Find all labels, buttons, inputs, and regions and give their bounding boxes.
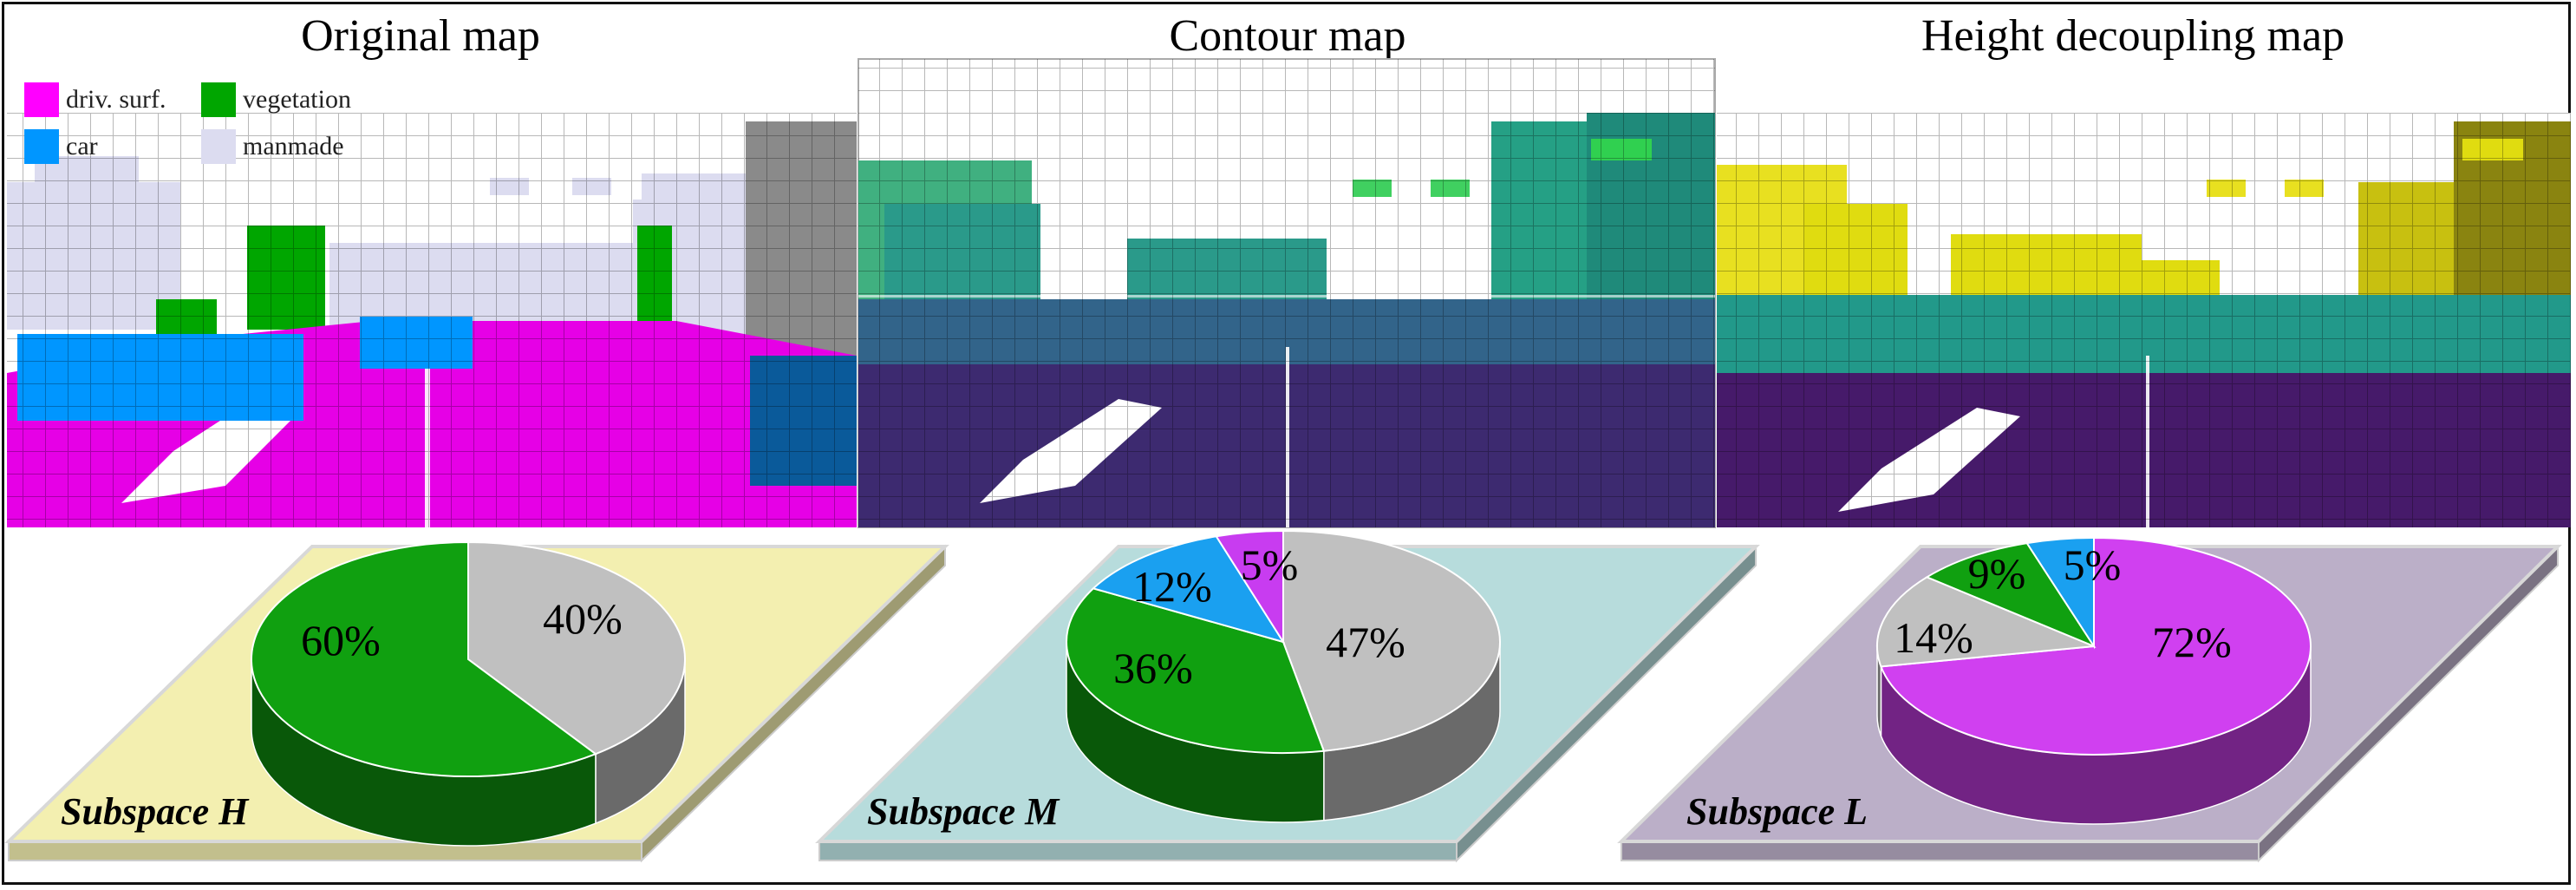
pie-slice-vegetation xyxy=(1066,587,1326,754)
pie-slice-driv--surf- xyxy=(1215,529,1284,645)
pie-label-car: 5% xyxy=(2064,540,2122,589)
pie-slice-vegetation xyxy=(251,540,597,777)
subspace-2-group: 72% 14% 9% 5% Subspace L xyxy=(1617,536,2562,863)
panel-title-original: Original map xyxy=(301,11,540,61)
pie-label-manmade: 14% xyxy=(1894,613,1973,662)
subspace-label: Subspace M xyxy=(867,790,1060,833)
pie-label-vegetation: 60% xyxy=(301,616,381,664)
pie-slice-car xyxy=(1091,535,1286,644)
contour-map-image xyxy=(858,58,1716,528)
pie-label-manmade: 47% xyxy=(1326,618,1405,666)
plate-front-edge xyxy=(8,841,642,861)
legend-item-manmade: manmade xyxy=(201,129,344,164)
pie-label-driv--surf-: 5% xyxy=(1241,540,1299,589)
pie-label-manmade: 40% xyxy=(543,594,623,643)
subspace-label: Subspace H xyxy=(61,790,250,833)
pie-slice-manmade xyxy=(467,540,686,756)
subspace-0-group: 40% 60% Subspace H xyxy=(4,540,949,863)
pie-label-vegetation: 9% xyxy=(1968,549,2026,598)
pie-slice-car xyxy=(2025,536,2095,650)
legend-swatch-car xyxy=(24,129,59,164)
legend-label-manmade: manmade xyxy=(243,132,344,160)
legend-label-car: car xyxy=(66,132,98,160)
pie-label-car: 12% xyxy=(1132,562,1212,611)
original-map-image xyxy=(7,113,857,527)
panel-title-contour: Contour map xyxy=(1169,11,1406,61)
legend-label-driv-surf: driv. surf. xyxy=(66,85,166,114)
legend-swatch-driv-surf xyxy=(24,82,59,117)
pie-slice-driv--surf- xyxy=(1880,536,2312,756)
height-decoupling-map-image xyxy=(1717,113,2571,527)
pie-slice-manmade xyxy=(1876,576,2095,668)
plate-front-edge xyxy=(818,841,1458,861)
legend-item-driv-surf: driv. surf. xyxy=(24,82,166,117)
legend-swatch-manmade xyxy=(201,129,236,164)
legend-item-car: car xyxy=(24,129,98,164)
pie-label-driv--surf-: 72% xyxy=(2152,618,2232,666)
subspace-1-group: 47% 36% 12% 5% Subspace M xyxy=(815,529,1760,863)
pie-label-vegetation: 36% xyxy=(1113,644,1193,692)
subspace-label: Subspace L xyxy=(1686,790,1868,833)
panel-title-height: Height decoupling map xyxy=(1921,11,2345,61)
legend-label-vegetation: vegetation xyxy=(243,85,351,114)
pie-slice-manmade xyxy=(1282,529,1501,752)
legend-item-vegetation: vegetation xyxy=(201,82,351,117)
legend-swatch-vegetation xyxy=(201,82,236,117)
pie-slice-vegetation xyxy=(1925,542,2097,649)
plate-front-edge xyxy=(1621,841,2260,861)
